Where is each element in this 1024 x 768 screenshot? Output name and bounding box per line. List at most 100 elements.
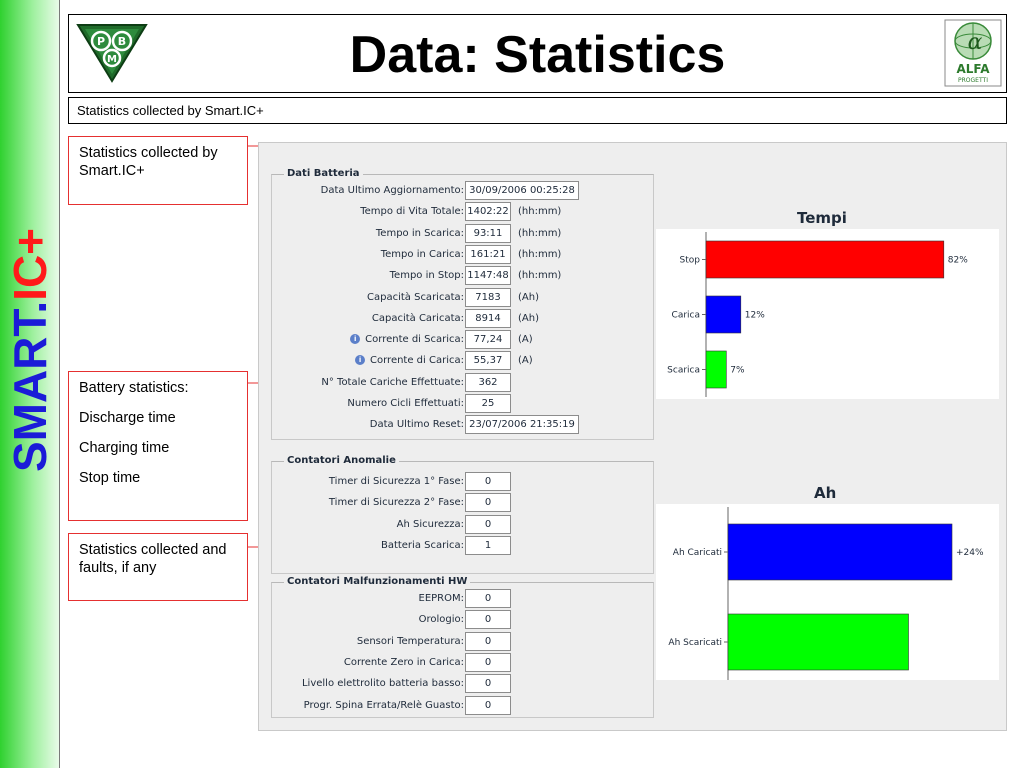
field-unit: (hh:mm) [518,227,562,239]
field-label: N° Totale Cariche Effettuate: [214,373,464,392]
field-value[interactable]: 0 [465,472,511,491]
form-row: Ah Sicurezza: 0 [272,514,655,534]
form-row: Sensori Temperatura: 0 [272,631,655,651]
chart-value-label: 12% [745,311,765,321]
form-row: Batteria Scarica: 1 [272,535,655,555]
form-row: i Corrente di Carica: 55,37 (A) [272,351,655,371]
field-value[interactable]: 0 [465,674,511,694]
field-unit: (hh:mm) [518,248,562,260]
field-value[interactable]: 0 [465,589,511,608]
field-label-text: Sensori Temperatura: [356,635,464,647]
field-value[interactable]: 362 [465,372,511,392]
field-label-text: Batteria Scarica: [380,539,464,551]
field-value[interactable]: 25 [465,394,511,413]
field-value[interactable]: 93:11 [465,223,511,243]
info-icon[interactable]: i [350,334,361,345]
field-value[interactable]: 77,24 [465,330,511,350]
callout-line: Stop time [79,470,141,486]
form-row: Data Ultimo Aggiornamento: 30/09/2006 00:… [272,181,655,200]
field-value[interactable]: 30/09/2006 00:25:28 [465,181,579,200]
field-label-text: Timer di Sicurezza 1° Fase: [328,476,464,487]
field-value[interactable]: 55,37 [465,351,511,371]
field-label: Orologio: [214,610,464,629]
group-title: Dati Batteria [284,168,363,179]
field-label-text: Orologio: [418,614,464,626]
field-value[interactable]: 0 [465,493,511,513]
field-label: Ah Sicurezza: [214,515,464,534]
field-label: Tempo in Scarica: [214,224,464,243]
field-label-text: N° Totale Cariche Effettuate: [321,376,464,388]
chart-value-label: 7% [730,366,745,376]
field-value[interactable]: 7183 [465,287,511,307]
form-row: Capacità Scaricata: 7183 (Ah) [272,287,655,307]
field-label: Corrente Zero in Carica: [214,653,464,672]
chart-bar [705,240,945,279]
info-icon[interactable]: i [355,355,366,366]
form-row: Tempo in Carica: 161:21 (hh:mm) [272,244,655,264]
form-row: N° Totale Cariche Effettuate: 362 [272,372,655,392]
statistics-panel: Dati Batteria Data Ultimo Aggiornamento:… [258,142,1007,731]
chart-value-label: +24% [956,548,984,558]
field-value[interactable]: 0 [465,652,511,672]
field-value[interactable]: 161:21 [465,244,511,264]
field-value[interactable]: 1402:22 [465,202,511,222]
brand-smart: SMART. [4,300,56,473]
callout-line: Statistics collected by Smart.IC+ [79,145,218,179]
chart-category-label: Scarica [667,366,700,376]
field-label-text: Capacità Scaricata: [367,291,464,303]
form-row: Data Ultimo Reset: 23/07/2006 21:35:19 [272,415,655,435]
field-value[interactable]: 0 [465,514,511,534]
form-row: Progr. Spina Errata/Relè Guasto: 0 [272,695,655,715]
svg-text:α: α [968,30,983,55]
svg-text:P: P [97,35,105,48]
field-label: Progr. Spina Errata/Relè Guasto: [214,696,464,715]
chart-ah: Ah Caricati +24% Ah Scaricati [656,504,999,687]
form-row: Tempo in Stop: 1147:48 (hh:mm) [272,266,655,286]
field-label-text: Corrente di Carica: [370,355,464,367]
field-label: i Corrente di Scarica: [214,330,464,349]
field-value[interactable]: 1147:48 [465,266,511,286]
field-label: Tempo di Vita Totale: [214,202,464,221]
field-label-text: Livello elettrolito batteria basso: [301,678,464,690]
field-label-text: Timer di Sicurezza 2° Fase: [328,497,464,509]
chart-title-ah: Ah [814,484,837,502]
field-value[interactable]: 1 [465,535,511,555]
chart-ah-svg: Ah Caricati +24% Ah Scaricati [668,507,984,687]
field-value[interactable]: 0 [465,631,511,651]
form-row: Livello elettrolito batteria basso: 0 [272,674,655,694]
chart-bar [727,613,909,671]
chart-category-label: Carica [672,311,700,321]
chart-category-label: Stop [680,256,701,266]
field-label-text: Data Ultimo Aggiornamento: [320,185,464,196]
field-unit: (A) [518,334,533,346]
form-row: Numero Cicli Effettuati: 25 [272,394,655,413]
svg-text:M: M [107,54,117,65]
field-label: Sensori Temperatura: [214,632,464,651]
field-label-text: Corrente Zero in Carica: [343,656,464,668]
field-value[interactable]: 0 [465,695,511,715]
field-label: i Corrente di Carica: [214,351,464,370]
pbm-logo-icon: P B M [76,24,148,83]
field-label: Timer di Sicurezza 1° Fase: [214,472,464,491]
field-label: Batteria Scarica: [214,536,464,555]
callout-statistics: Statistics collected by Smart.IC+ [68,136,248,205]
page-title: Data: Statistics [349,26,726,84]
chart-category-label: Ah Scaricati [668,638,722,648]
field-label-text: Tempo di Vita Totale: [360,206,464,218]
chart-tempi-svg: Stop 82% Carica 12% Scarica 7% [667,232,968,397]
field-label: Timer di Sicurezza 2° Fase: [214,493,464,512]
field-label: Livello elettrolito batteria basso: [214,674,464,693]
field-unit: (hh:mm) [518,270,562,282]
group-contatori-anomalie: Contatori Anomalie Timer di Sicurezza 1°… [271,455,655,574]
field-value[interactable]: 0 [465,610,511,630]
callout-line: Battery statistics: [79,380,189,396]
field-label-text: Data Ultimo Reset: [369,419,464,431]
group-dati-batteria: Dati Batteria Data Ultimo Aggiornamento:… [271,168,655,440]
field-value[interactable]: 23/07/2006 21:35:19 [465,415,579,435]
chart-bar [727,523,953,581]
chart-category-label: Ah Caricati [673,548,722,558]
alfa-progetti-logo-icon: α ALFA PROGETTI [944,19,1002,87]
form-row: Orologio: 0 [272,610,655,630]
field-value[interactable]: 8914 [465,308,511,328]
field-unit: (hh:mm) [518,206,562,218]
